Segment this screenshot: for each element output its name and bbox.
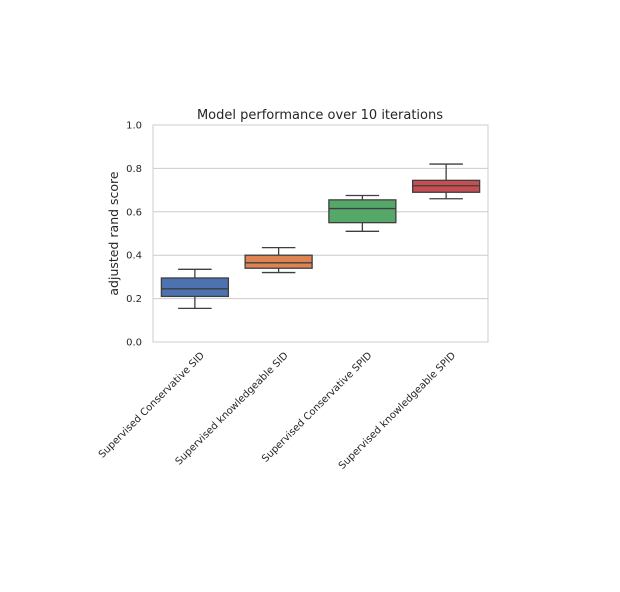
interquartile-box <box>328 199 397 224</box>
y-tick-label: 0.6 <box>126 207 142 218</box>
interquartile-box <box>244 254 313 269</box>
box-1 <box>160 268 230 310</box>
y-tick-label: 0.0 <box>126 338 142 349</box>
y-tick-labels: 0.0 0.2 0.4 0.6 0.8 1.0 <box>126 121 142 349</box>
box-3 <box>328 194 397 232</box>
y-tick-label: 0.2 <box>126 294 142 305</box>
y-axis-label: adjusted rand score <box>106 171 121 296</box>
grid-lines <box>153 167 488 300</box>
y-tick-label: 0.8 <box>126 164 142 175</box>
y-tick-label: 0.4 <box>126 251 142 262</box>
box-2 <box>244 246 313 274</box>
interquartile-box <box>160 277 230 298</box>
box-4 <box>411 163 481 200</box>
boxes <box>160 163 481 310</box>
chart-title: Model performance over 10 iterations <box>197 108 443 123</box>
plot-frame <box>152 124 489 343</box>
y-tick-label: 1.0 <box>126 121 142 132</box>
